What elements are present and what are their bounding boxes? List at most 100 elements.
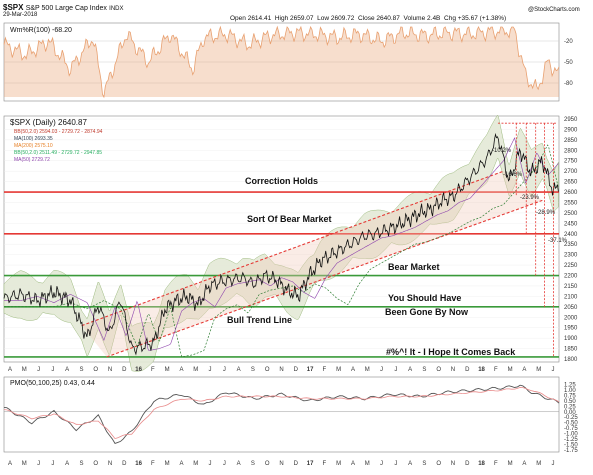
bull-trend-channel	[81, 171, 543, 357]
price-x-tick-label: D	[465, 367, 470, 373]
high-value: High 2659.07	[274, 15, 314, 22]
price-x-tick-label: 17	[307, 367, 314, 373]
pmo-x-tick-label: M	[22, 461, 27, 467]
price-tick-label: 2200	[564, 274, 578, 280]
pmo-x-tick-label: S	[79, 461, 83, 467]
annotation-hope-it-comes-back: #%^! It - I Hope It Comes Back	[386, 347, 516, 357]
annotation-correction-holds: Correction Holds	[245, 176, 318, 186]
price-tick-label: 1900	[564, 336, 578, 342]
price-x-tick-label: F	[323, 367, 327, 373]
pmo-x-tick-label: M	[165, 461, 170, 467]
symbol: $SPX	[3, 3, 24, 12]
pmo-x-tick-label: J	[223, 461, 226, 467]
annotation-bull-trend-line: Bull Trend Line	[227, 315, 292, 325]
price-x-tick-label: M	[193, 367, 198, 373]
price-x-tick-label: D	[122, 367, 127, 373]
pmo-x-tick-label: 17	[307, 461, 314, 467]
legend-bb-1: BB(50,2.0) 2594.03 - 2729.72 - 2874.94	[14, 129, 103, 135]
annotation-bear-market: Bear Market	[388, 262, 440, 272]
price-x-tick-label: N	[451, 367, 455, 373]
drawdown-label-28: -28.9%	[536, 210, 556, 216]
pmo-x-tick-label: O	[265, 461, 270, 467]
pmo-x-tick-label: M	[336, 461, 341, 467]
pmo-x-tick-label: F	[323, 461, 327, 467]
price-tick-label: 2000	[564, 315, 578, 321]
price-x-tick-label: F	[494, 367, 498, 373]
pmo-x-tick-label: 18	[478, 461, 485, 467]
price-x-tick-label: M	[365, 367, 370, 373]
pmo-tick-label: 1.25	[564, 382, 576, 388]
price-tick-label: 2350	[564, 242, 578, 248]
price-x-tick-label: O	[265, 367, 270, 373]
pmo-x-tick-label: A	[179, 461, 183, 467]
willr-tick-label: -80	[564, 81, 573, 87]
pmo-x-tick-label: M	[365, 461, 370, 467]
legend-ma200: MA(200) 2575.10	[14, 143, 53, 149]
annotation-you-should-have: You Should Have	[388, 293, 461, 303]
pmo-tick-label: -0.25	[564, 415, 578, 421]
price-x-tick-label: M	[336, 367, 341, 373]
price-x-tick-label: M	[22, 367, 27, 373]
price-tick-label: 1950	[564, 326, 578, 332]
volume-value: Volume 2.4B	[403, 15, 441, 22]
pmo-x-tick-label: A	[65, 461, 69, 467]
price-tick-label: 2550	[564, 200, 578, 206]
pmo-tick-label: 0.25	[564, 404, 576, 410]
source-label: @StockCharts.com	[528, 7, 580, 13]
index-name: S&P 500 Large Cap Index	[25, 5, 107, 12]
pmo-tick-label: -1.00	[564, 432, 578, 438]
pmo-x-tick-label: O	[436, 461, 441, 467]
price-x-tick-label: A	[522, 367, 526, 373]
price-title: $SPX (Daily) 2640.87	[10, 118, 87, 127]
price-tick-label: 2450	[564, 221, 578, 227]
price-x-tick-label: S	[251, 367, 255, 373]
willr-line	[3, 25, 560, 99]
price-x-tick-label: A	[351, 367, 355, 373]
pmo-title: PMO(50,100,25) 0.43, 0.44	[10, 380, 95, 387]
pmo-x-tick-label: J	[394, 461, 397, 467]
pmo-line	[3, 384, 560, 444]
price-x-tick-label: J	[380, 367, 383, 373]
price-tick-label: 2600	[564, 190, 578, 196]
pmo-tick-label: 1.00	[564, 388, 576, 394]
bull-trend-line-lower	[106, 199, 543, 358]
drawdown-label-37: -37.1%	[548, 238, 568, 244]
annotation-sort-of-bear-market: Sort Of Bear Market	[247, 214, 332, 224]
pmo-tick-label: -1.25	[564, 437, 578, 443]
pmo-tick-label: 0.75	[564, 393, 576, 399]
price-x-tick-label: J	[394, 367, 397, 373]
pmo-x-tick-label: J	[380, 461, 383, 467]
legend-ma50: MA(50) 2729.72	[14, 157, 50, 163]
willr-tick-label: -50	[564, 60, 573, 66]
pmo-tick-label: -0.50	[564, 421, 578, 427]
price-x-tick-label: O	[436, 367, 441, 373]
drawdown-label-10: -10.2%	[492, 148, 512, 154]
pmo-x-tick-label: A	[351, 461, 355, 467]
exchange: INDX	[109, 6, 124, 12]
pmo-x-tick-label: M	[536, 461, 541, 467]
pmo-x-tick-label: A	[408, 461, 412, 467]
ma200-line	[4, 144, 559, 358]
price-tick-label: 2800	[564, 148, 578, 154]
spx-price-line	[3, 132, 559, 356]
price-tick-label: 2300	[564, 253, 578, 259]
price-x-tick-label: 16	[135, 367, 142, 373]
pmo-panel	[3, 376, 560, 453]
price-x-tick-label: J	[209, 367, 212, 373]
pmo-x-tick-label: D	[465, 461, 470, 467]
price-x-tick-label: N	[279, 367, 283, 373]
legend-ma100: MA(100) 2693.35	[14, 136, 53, 142]
pmo-x-tick-label: D	[294, 461, 299, 467]
bollinger-band	[3, 114, 559, 372]
pmo-tick-label: -0.75	[564, 426, 578, 432]
price-x-tick-label: J	[552, 367, 555, 373]
ma50-line	[4, 137, 559, 351]
willr-area	[4, 27, 559, 97]
pmo-x-tick-label: A	[8, 461, 12, 467]
price-tick-label: 2050	[564, 305, 578, 311]
pmo-x-tick-label: J	[209, 461, 212, 467]
price-x-tick-label: A	[179, 367, 183, 373]
pmo-x-tick-label: J	[37, 461, 40, 467]
price-x-tick-label: M	[536, 367, 541, 373]
